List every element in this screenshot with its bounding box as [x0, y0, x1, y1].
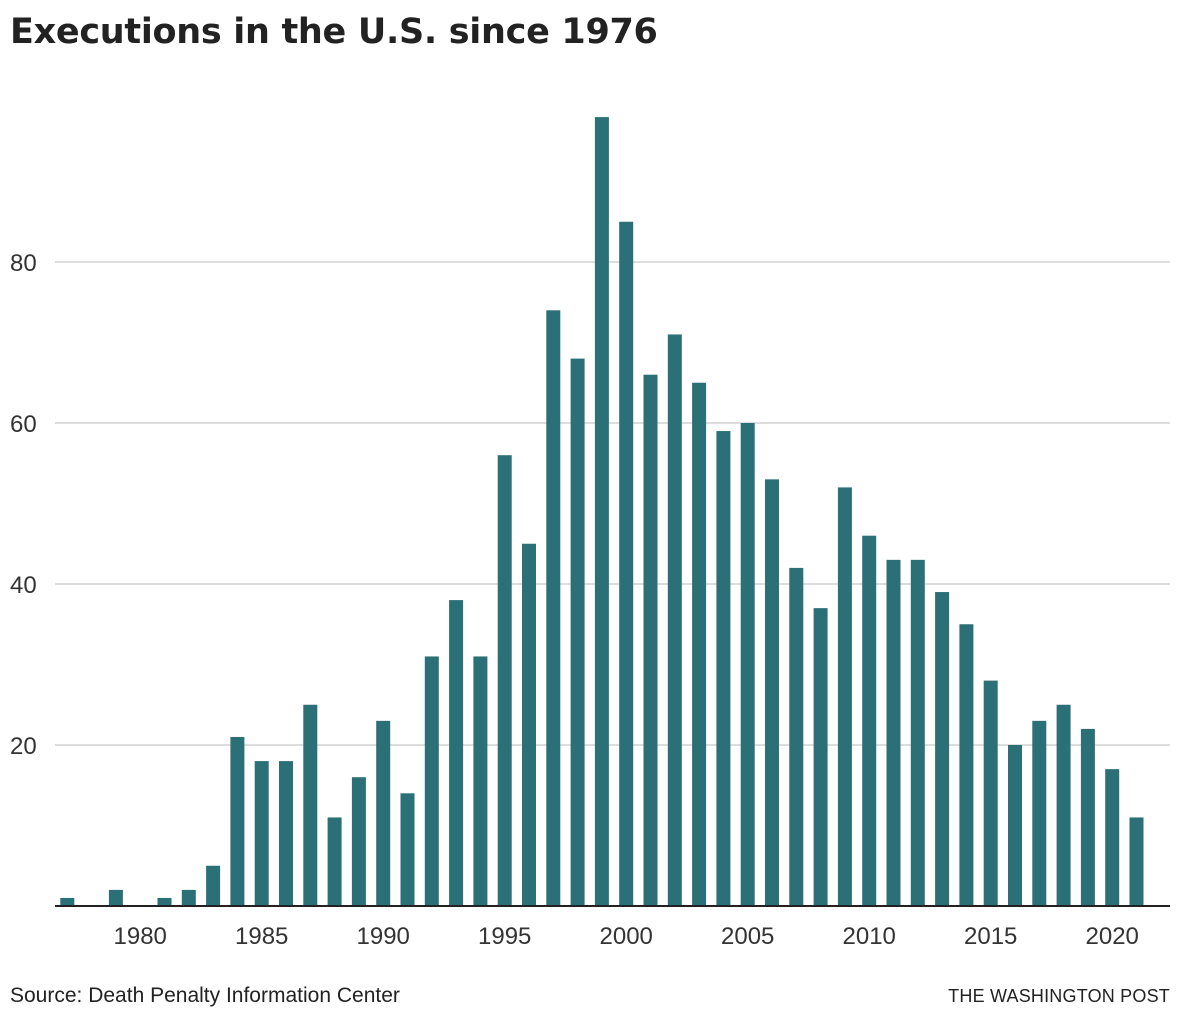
chart-title: Executions in the U.S. since 1976: [10, 12, 658, 52]
x-tick-label: 2020: [1086, 923, 1139, 950]
x-tick-label: 1985: [235, 923, 288, 950]
bar-2008: [813, 608, 828, 906]
gridlines: [55, 261, 1170, 746]
bar-1990: [376, 720, 391, 906]
bar-2003: [692, 382, 707, 906]
x-tick-label: 2010: [843, 923, 896, 950]
bar-1995: [497, 455, 512, 906]
bar-1979: [108, 889, 123, 906]
x-tick-label: 2005: [721, 923, 774, 950]
bar-2016: [1008, 745, 1022, 906]
bar-1984: [230, 736, 245, 906]
bar-1982: [181, 889, 196, 906]
bars: [60, 117, 1144, 907]
bar-1983: [206, 865, 221, 906]
bar-1999: [594, 117, 609, 907]
bar-1987: [303, 704, 318, 906]
x-tick-label: 1995: [478, 923, 531, 950]
bar-2009: [837, 487, 852, 906]
bar-2012: [910, 559, 925, 906]
source-note: Source: Death Penalty Information Center: [10, 984, 400, 1007]
bar-2011: [886, 559, 901, 906]
x-tick-label: 1980: [114, 923, 167, 950]
bar-2015: [983, 680, 998, 906]
bar-2013: [935, 592, 950, 906]
bar-1997: [546, 310, 561, 906]
bar-1985: [254, 761, 269, 906]
y-tick-label: 20: [10, 733, 37, 760]
bar-1992: [424, 656, 439, 906]
bar-2019: [1080, 728, 1095, 906]
bar-1981: [157, 897, 172, 906]
bar-2001: [643, 374, 658, 906]
bar-1986: [279, 761, 293, 906]
bar-1998: [570, 358, 585, 907]
bar-1977: [60, 897, 75, 906]
bar-2007: [789, 567, 804, 906]
bar-2021: [1129, 817, 1144, 906]
x-tick-label: 1990: [357, 923, 410, 950]
bar-2004: [716, 431, 731, 906]
bar-1994: [473, 656, 488, 906]
bar-2006: [765, 479, 779, 906]
bar-1996: [522, 543, 536, 906]
x-tick-label: 2015: [964, 923, 1017, 950]
bar-2020: [1105, 769, 1120, 906]
y-axis-labels: 20 40 60 80: [10, 250, 37, 760]
bar-2002: [667, 334, 682, 906]
bar-1991: [400, 793, 415, 906]
bar-2018: [1056, 704, 1071, 906]
bar-2010: [862, 535, 877, 906]
bar-2017: [1032, 720, 1047, 906]
y-tick-label: 40: [10, 572, 37, 599]
bar-1988: [327, 817, 342, 906]
x-axis-labels: 1980 1985 1990 1995 2000 2005 2010 2015 2020: [114, 923, 1139, 950]
y-tick-label: 60: [10, 411, 37, 438]
publisher-credit: THE WASHINGTON POST: [948, 986, 1170, 1006]
bar-1989: [351, 777, 366, 906]
y-tick-label: 80: [10, 250, 37, 277]
bar-2005: [740, 423, 755, 906]
x-tick-label: 2000: [600, 923, 653, 950]
bar-2000: [619, 221, 634, 906]
bar-1993: [449, 600, 464, 906]
bar-2014: [959, 624, 974, 906]
